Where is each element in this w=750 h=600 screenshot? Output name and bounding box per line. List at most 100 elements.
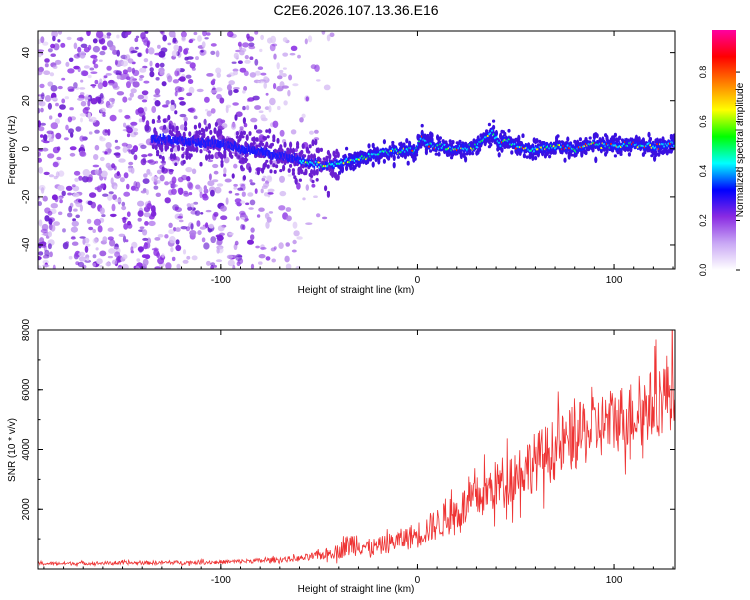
ridge-core-cell [275,153,278,161]
noise-cell [266,216,272,223]
noise-cell [243,70,249,77]
ridge-core-cell [291,154,293,163]
noise-cell [141,254,148,258]
ridge-core-cell [159,133,162,142]
noise-cell [123,172,129,179]
ridge-halo-cell [367,143,371,149]
noise-cell [80,144,85,152]
noise-cell [188,182,194,190]
snr-line-area [38,330,675,568]
ridge-halo-cell [157,115,161,121]
noise-cell [44,215,50,222]
ridge-halo-cell [489,142,493,147]
spectrogram-frame [37,30,676,270]
ridge-halo-cell [207,150,211,154]
noise-cell [92,238,98,244]
noise-cell [122,254,128,260]
ridge-core-cell [162,133,164,141]
ridge-halo-cell [279,169,283,173]
y-tick-label: -20 [21,189,32,204]
noise-cell [74,177,79,182]
ridge-halo-cell [269,158,273,165]
noise-cell [144,31,149,34]
noise-cell [172,79,179,84]
noise-cell [157,257,165,265]
noise-cell [185,74,192,79]
ridge-peak-cell [492,133,495,136]
ridge-halo-cell [450,155,454,160]
noise-cell [43,134,48,142]
ridge-halo-cell [497,152,501,158]
noise-cell [38,107,41,114]
noise-cell [263,182,270,188]
noise-cell [149,67,154,72]
ridge-halo-cell [627,152,632,157]
ridge-halo-cell [213,127,217,134]
noise-cell [103,75,108,79]
ridge-core-cell [197,138,199,146]
noise-cell [225,197,229,205]
noise-cell [142,258,149,266]
noise-cell [90,116,97,123]
noise-cell [40,187,45,194]
ridge-halo-cell [534,156,538,161]
noise-cell [248,42,255,47]
noise-cell [180,31,187,38]
noise-cell [237,187,244,191]
noise-cell [260,34,264,41]
noise-cell [71,220,80,227]
noise-cell [252,95,260,101]
noise-cell [108,97,116,102]
noise-cell [170,104,175,112]
noise-cell [164,234,169,239]
ridge-halo-cell [220,153,224,161]
noise-cell [323,84,331,91]
ridge-halo-cell [210,154,214,160]
ridge-halo-cell [647,131,651,138]
ridge-core-cell [182,136,184,144]
noise-cell [279,129,285,137]
noise-cell [62,228,66,233]
noise-cell [316,213,321,218]
noise-cell [131,241,138,249]
noise-cell [248,207,254,210]
ridge-peak-cell [486,134,490,138]
ridge-core-cell [194,138,197,147]
ridge-core-cell [170,139,173,147]
noise-cell [107,227,114,232]
noise-cell [122,96,128,103]
ridge-core-cell [266,148,268,156]
noise-cell [50,203,58,209]
ridge-core-cell [158,136,160,144]
noise-cell [235,111,243,117]
ridge-halo-cell [438,136,442,140]
noise-cell [161,81,167,87]
noise-cell [185,61,192,65]
ridge-core-cell [200,140,202,148]
noise-cell [134,37,139,43]
ridge-halo-cell [566,136,570,142]
noise-cell [181,36,187,42]
noise-cell [272,120,279,128]
noise-cell [175,239,180,245]
noise-cell [197,230,202,236]
noise-cell [305,222,313,225]
noise-cell [130,185,136,191]
noise-cell [93,154,99,160]
noise-cell [61,190,66,197]
ridge-core-cell [296,155,299,163]
noise-cell [113,246,119,250]
noise-cell [107,148,112,154]
noise-cell [92,38,98,44]
ridge-core-cell [287,154,289,162]
ridge-halo-cell [336,173,340,181]
noise-cell [127,66,132,73]
noise-cell [215,259,223,263]
ridge-core-cell [623,141,625,150]
ridge-peak-cell [495,136,498,139]
noise-cell [87,74,92,79]
noise-cell [201,41,206,48]
ridge-halo-cell [199,161,203,167]
noise-cell [40,134,44,138]
ridge-halo-cell [594,156,598,164]
